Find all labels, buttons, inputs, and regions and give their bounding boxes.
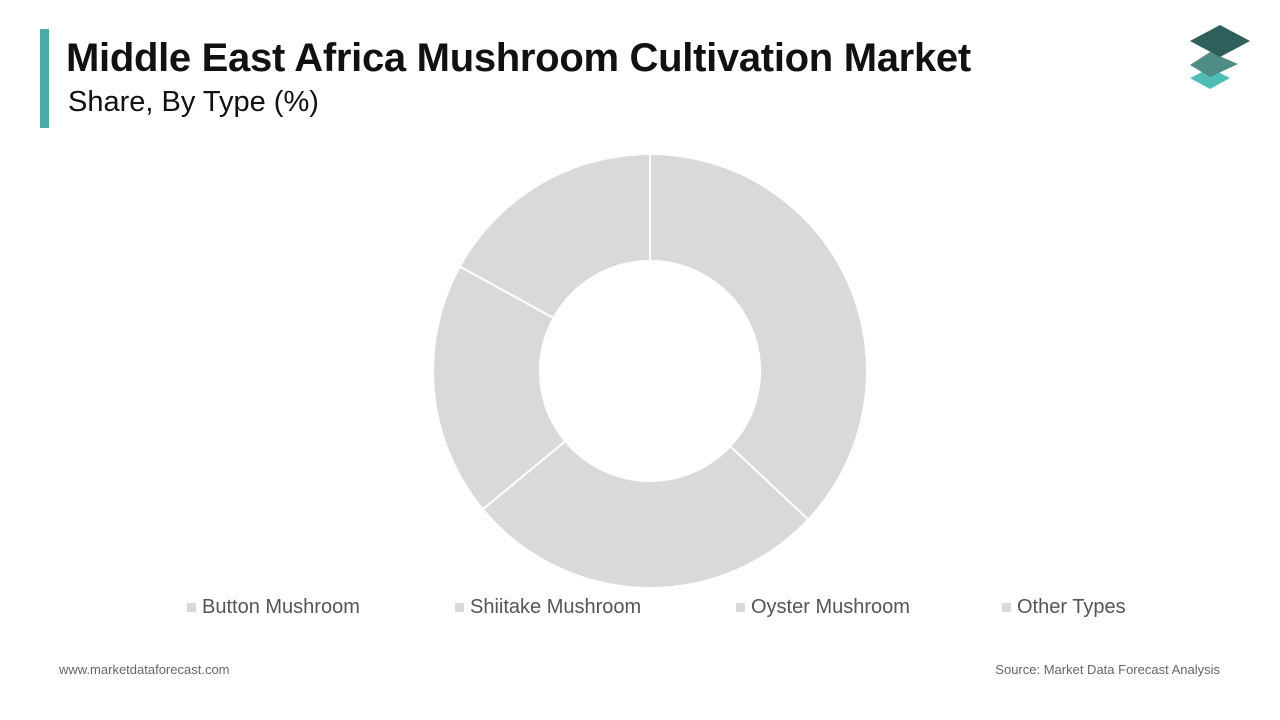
legend-label: Button Mushroom bbox=[202, 595, 360, 618]
logo-layer-top bbox=[1190, 25, 1250, 57]
legend-swatch bbox=[455, 602, 464, 612]
legend-label: Other Types bbox=[1017, 595, 1126, 618]
footer-website: www.marketdataforecast.com bbox=[59, 662, 230, 677]
legend-label: Oyster Mushroom bbox=[751, 595, 910, 618]
legend-item-oyster-mushroom: Oyster Mushroom bbox=[736, 596, 910, 618]
legend-item-shiitake-mushroom: Shiitake Mushroom bbox=[455, 596, 641, 618]
legend-swatch bbox=[187, 602, 196, 612]
logo-layer-bottom bbox=[1190, 68, 1230, 89]
footer-source: Source: Market Data Forecast Analysis bbox=[995, 662, 1220, 677]
donut-slice-other-types bbox=[458, 152, 651, 320]
title-accent-bar bbox=[40, 29, 49, 128]
legend-item-button-mushroom: Button Mushroom bbox=[187, 596, 360, 618]
legend-label: Shiitake Mushroom bbox=[470, 595, 642, 618]
page-subtitle: Share, By Type (%) bbox=[68, 86, 319, 118]
donut-slices bbox=[432, 152, 868, 589]
legend-swatch bbox=[736, 602, 745, 612]
legend-item-other-types: Other Types bbox=[1002, 596, 1126, 618]
legend-swatch bbox=[1002, 602, 1011, 612]
stacked-layers-logo-icon bbox=[1190, 25, 1250, 89]
logo-layer-middle bbox=[1190, 52, 1238, 77]
donut-slice-button-mushroom bbox=[649, 152, 868, 521]
page-title: Middle East Africa Mushroom Cultivation … bbox=[66, 36, 971, 80]
donut-slice-oyster-mushroom bbox=[432, 265, 567, 511]
donut-slice-shiitake-mushroom bbox=[481, 439, 810, 589]
